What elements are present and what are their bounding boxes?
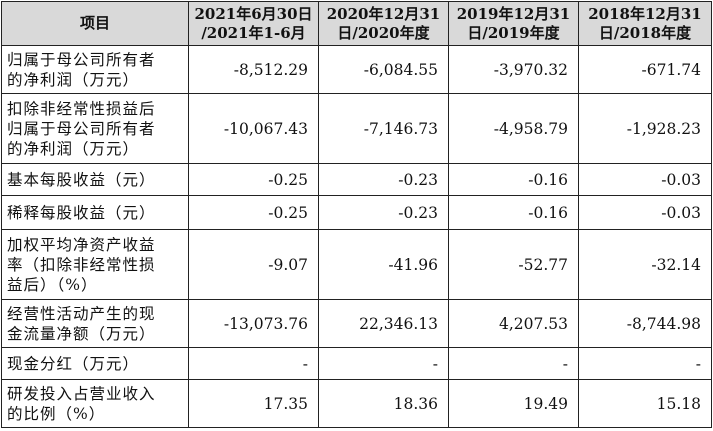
cell-value: -9.07 [188, 229, 319, 300]
table-row: 经营性活动产生的现 金流量净额（万元） -13,073.76 22,346.13… [1, 299, 712, 348]
cell-value: 4,207.53 [448, 299, 579, 348]
cell-value: -0.25 [188, 195, 319, 230]
cell-value: -0.25 [188, 163, 319, 196]
cell-value: -0.23 [318, 163, 449, 196]
row-label: 扣除非经常性损益后 归属于母公司所有者 的净利润（万元） [1, 93, 189, 164]
table-row: 基本每股收益（元） -0.25 -0.23 -0.16 -0.03 [1, 163, 712, 196]
table-row: 稀释每股收益（元） -0.25 -0.23 -0.16 -0.03 [1, 195, 712, 230]
cell-value: - [318, 347, 449, 380]
cell-value: -0.16 [448, 163, 579, 196]
cell-value: -32.14 [578, 229, 712, 300]
table-body: 归属于母公司所有者 的净利润（万元） -8,512.29 -6,084.55 -… [1, 45, 712, 428]
header-2021-h1: 2021年6月30日 /2021年1-6月 [188, 1, 319, 46]
cell-value: -13,073.76 [188, 299, 319, 348]
cell-value: - [578, 347, 712, 380]
cell-value: 15.18 [578, 379, 712, 428]
cell-value: - [448, 347, 579, 380]
cell-value: -8,744.98 [578, 299, 712, 348]
cell-value: -6,084.55 [318, 45, 449, 94]
row-label: 经营性活动产生的现 金流量净额（万元） [1, 299, 189, 348]
cell-value: -3,970.32 [448, 45, 579, 94]
table-row: 现金分红（万元） - - - - [1, 347, 712, 380]
cell-value: -41.96 [318, 229, 449, 300]
header-2020: 2020年12月31 日/2020年度 [318, 1, 449, 46]
row-label: 归属于母公司所有者 的净利润（万元） [1, 45, 189, 94]
header-2019: 2019年12月31 日/2019年度 [448, 1, 579, 46]
cell-value: 19.49 [448, 379, 579, 428]
table-row: 扣除非经常性损益后 归属于母公司所有者 的净利润（万元） -10,067.43 … [1, 93, 712, 164]
row-label: 现金分红（万元） [1, 347, 189, 380]
cell-value: 18.36 [318, 379, 449, 428]
table-header: 项目 2021年6月30日 /2021年1-6月 2020年12月31 日/20… [1, 1, 712, 46]
cell-value: -0.03 [578, 163, 712, 196]
cell-value: -4,958.79 [448, 93, 579, 164]
header-row: 项目 2021年6月30日 /2021年1-6月 2020年12月31 日/20… [1, 1, 712, 46]
row-label: 加权平均净资产收益 率（扣除非经常性损 益后）（%） [1, 229, 189, 300]
row-label: 稀释每股收益（元） [1, 195, 189, 230]
cell-value: -1,928.23 [578, 93, 712, 164]
cell-value: -52.77 [448, 229, 579, 300]
cell-value: 17.35 [188, 379, 319, 428]
cell-value: -0.16 [448, 195, 579, 230]
row-label: 基本每股收益（元） [1, 163, 189, 196]
cell-value: -8,512.29 [188, 45, 319, 94]
cell-value: 22,346.13 [318, 299, 449, 348]
cell-value: -0.23 [318, 195, 449, 230]
header-2018: 2018年12月31 日/2018年度 [578, 1, 712, 46]
table-row: 归属于母公司所有者 的净利润（万元） -8,512.29 -6,084.55 -… [1, 45, 712, 94]
cell-value: -0.03 [578, 195, 712, 230]
cell-value: -7,146.73 [318, 93, 449, 164]
table-row: 研发投入占营业收入 的比例（%） 17.35 18.36 19.49 15.18 [1, 379, 712, 428]
header-item: 项目 [1, 1, 189, 46]
table-row: 加权平均净资产收益 率（扣除非经常性损 益后）（%） -9.07 -41.96 … [1, 229, 712, 300]
cell-value: -10,067.43 [188, 93, 319, 164]
row-label: 研发投入占营业收入 的比例（%） [1, 379, 189, 428]
cell-value: - [188, 347, 319, 380]
cell-value: -671.74 [578, 45, 712, 94]
